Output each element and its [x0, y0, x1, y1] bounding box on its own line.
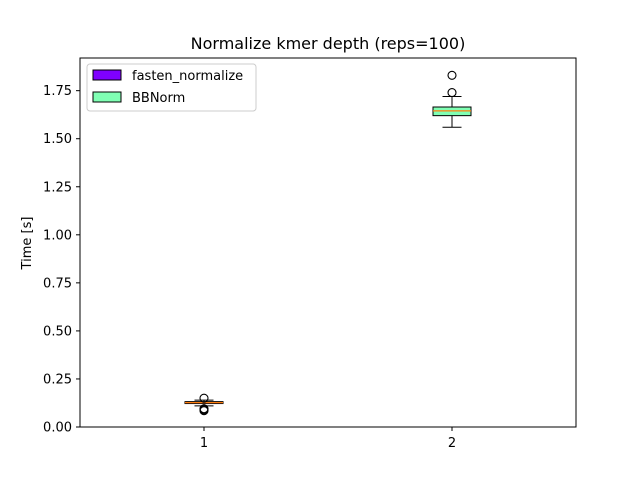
x-tick-label: 2 [448, 436, 456, 451]
axes-frame [79, 57, 577, 428]
y-tick-label: 1.00 [43, 228, 72, 243]
outlier-point [199, 406, 209, 416]
y-axis-label: Time [s] [20, 217, 35, 271]
legend: fasten_normalize BBNorm [86, 63, 257, 112]
y-tick-label: 0.25 [43, 372, 72, 387]
plot-area: 0.00 0.25 0.50 0.75 1.00 1.25 1.50 1.75 1 2 [43, 57, 577, 451]
chart-title: Normalize kmer depth (reps=100) [191, 34, 466, 53]
y-tick-label: 1.25 [43, 180, 72, 195]
y-tick-label: 1.50 [43, 132, 72, 147]
legend-label: fasten_normalize [132, 69, 243, 84]
legend-swatch [92, 91, 122, 103]
y-tick-label: 0.50 [43, 324, 72, 339]
box-BBNorm [432, 70, 472, 128]
outlier-point [447, 88, 457, 98]
y-tick-label: 0.75 [43, 276, 72, 291]
box-fasten_normalize [184, 393, 224, 416]
outlier-point [199, 393, 209, 403]
y-tick-label: 1.75 [43, 84, 72, 99]
y-tick-label: 0.00 [43, 421, 72, 436]
legend-swatch [92, 69, 122, 81]
outlier-point [447, 70, 457, 80]
x-tick-label: 1 [200, 436, 208, 451]
legend-box [86, 63, 257, 112]
legend-label: BBNorm [132, 91, 185, 106]
